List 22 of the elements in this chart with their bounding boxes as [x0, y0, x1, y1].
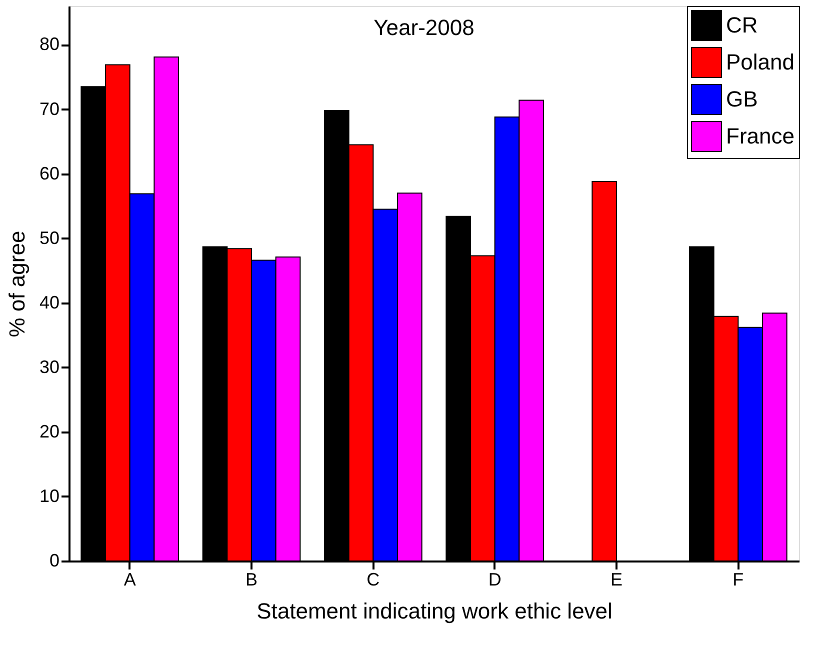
x-tick-label: E	[610, 570, 623, 590]
y-tick-label: 60	[39, 163, 60, 184]
y-tick-label: 0	[49, 550, 60, 570]
x-tick-label: C	[366, 570, 380, 590]
x-tick-label: F	[732, 570, 744, 590]
y-tick-label: 70	[39, 98, 60, 119]
legend-label: CR	[726, 12, 758, 38]
x-axis-title: Statement indicating work ethic level	[256, 598, 612, 624]
y-tick-label: 40	[39, 292, 60, 312]
x-tick-label: D	[488, 570, 502, 590]
legend-label: GB	[726, 86, 758, 112]
y-tick-label: 30	[39, 356, 60, 377]
y-tick-label: 80	[39, 34, 60, 54]
chart-title: Year-2008	[374, 15, 474, 40]
y-axis-title: % of agree	[4, 230, 30, 338]
y-tick-label: 50	[39, 228, 60, 248]
legend-label: France	[726, 124, 794, 148]
y-tick-label: 10	[39, 486, 60, 506]
x-tick-label: B	[245, 570, 258, 590]
y-tick-label: 20	[39, 421, 60, 442]
x-tick-label: A	[124, 570, 136, 590]
legend-label: Poland	[726, 50, 795, 74]
